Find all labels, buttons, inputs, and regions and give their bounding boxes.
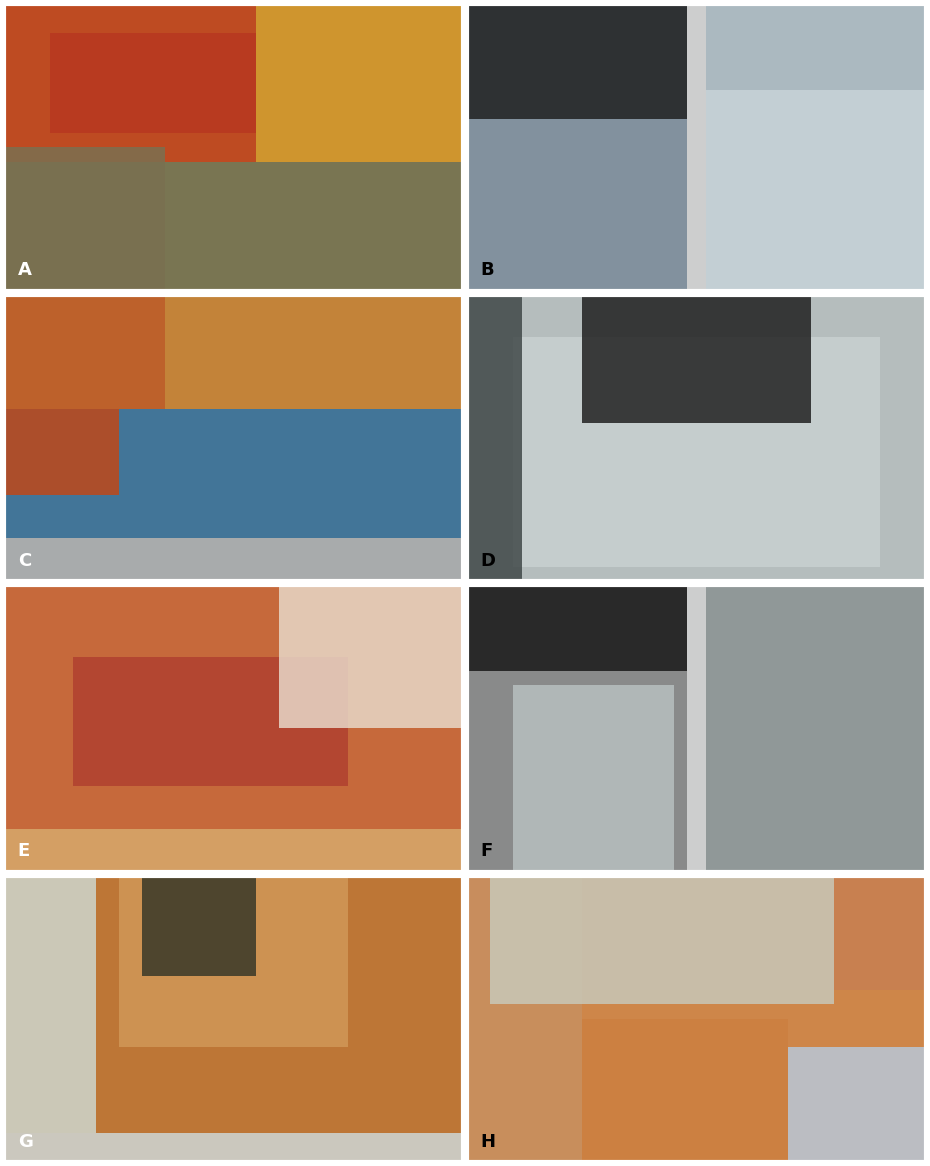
Bar <box>706 585 926 871</box>
Bar <box>687 3 706 290</box>
Bar <box>4 409 463 538</box>
Bar <box>119 876 348 1047</box>
Text: E: E <box>18 842 30 861</box>
Bar <box>73 656 348 786</box>
Bar <box>582 295 811 423</box>
Text: B: B <box>481 261 495 279</box>
Bar <box>513 337 880 567</box>
Text: C: C <box>18 552 31 569</box>
Bar <box>4 3 257 162</box>
Bar <box>467 990 926 1163</box>
Bar <box>789 1047 926 1163</box>
Bar <box>467 3 687 290</box>
Bar <box>50 33 257 133</box>
Bar <box>4 162 463 290</box>
Bar <box>257 3 463 162</box>
Bar <box>467 585 687 871</box>
Bar <box>687 585 706 871</box>
Text: A: A <box>18 261 32 279</box>
Bar <box>4 538 463 581</box>
Bar <box>165 295 463 409</box>
Bar <box>706 3 926 290</box>
Text: G: G <box>18 1132 33 1151</box>
Bar <box>279 585 463 729</box>
Bar <box>4 147 165 290</box>
Bar <box>4 829 463 871</box>
Bar <box>467 295 522 581</box>
Bar <box>4 585 463 829</box>
Bar <box>4 876 96 1133</box>
Text: H: H <box>481 1132 496 1151</box>
Bar <box>4 1133 463 1163</box>
Bar <box>467 3 687 119</box>
Bar <box>4 295 165 409</box>
Text: F: F <box>481 842 493 861</box>
Bar <box>467 876 582 1163</box>
Bar <box>141 876 257 976</box>
Bar <box>490 876 834 1004</box>
Text: D: D <box>481 552 496 569</box>
Bar <box>96 876 463 1133</box>
Bar <box>513 686 673 871</box>
Bar <box>4 409 119 496</box>
Bar <box>582 1019 789 1163</box>
Bar <box>706 90 926 290</box>
Bar <box>467 585 687 670</box>
